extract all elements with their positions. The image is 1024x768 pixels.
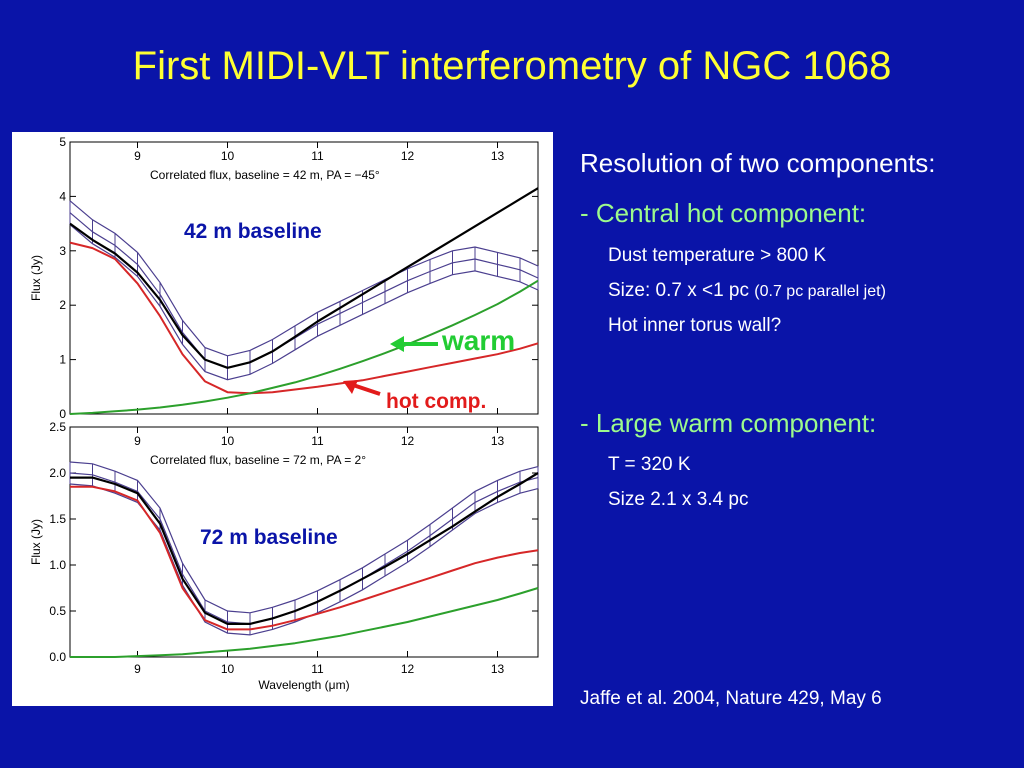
x-tick-label-bottom-72m-3: 12 — [401, 662, 415, 676]
y-tick-label-42m-0: 0 — [59, 407, 66, 421]
reference-citation: Jaffe et al. 2004, Nature 429, May 6 — [580, 688, 882, 709]
y-axis-title-72m: Flux (Jy) — [29, 519, 43, 565]
series-measured-42m — [69, 212, 539, 369]
x-tick-label-bottom-72m-0: 9 — [134, 662, 141, 676]
series-hot-42m — [69, 241, 539, 395]
series-measured-lower-72m — [69, 483, 539, 636]
x-tick-label-bottom-72m-4: 13 — [491, 662, 505, 676]
warm-item-size: Size 2.1 x 3.4 pc — [608, 489, 749, 511]
figure-panel: 9 10 11 12 13 0 1 2 3 4 5 Flux (Jy) Correlated flux,… — [12, 132, 553, 706]
x-tick-label-bottom-72m-2: 11 — [311, 662, 324, 676]
x-tick-label-top-42m-1: 10 — [221, 149, 235, 163]
plot-frame-42m — [69, 141, 539, 415]
plot-frame-72m — [69, 426, 539, 658]
y-tick-label-42m-5: 5 — [59, 135, 66, 149]
series-hot-72m — [70, 485, 539, 631]
series-measured-lower-42m — [69, 224, 539, 381]
x-tick-label-top-72m-4: 13 — [491, 434, 505, 448]
baseline-72-label: 72 m baseline — [200, 526, 338, 549]
y-tick-label-72m-3: 1.5 — [49, 512, 66, 526]
x-tick-label-bottom-72m-1: 10 — [221, 662, 235, 676]
hot-size-note: (0.7 pc parallel jet) — [754, 282, 886, 300]
x-tick-label-top-42m-4: 13 — [491, 149, 505, 163]
warm-label: warm — [441, 325, 515, 356]
y-tick-label-42m-3: 3 — [59, 244, 66, 258]
x-axis-title-72m: Wavelength (μm) — [258, 678, 349, 692]
series-measured-upper-72m — [69, 461, 539, 614]
y-tick-label-72m-5: 2.5 — [49, 420, 66, 434]
hot-arrow — [343, 380, 381, 396]
y-tick-label-42m-2: 2 — [59, 298, 66, 312]
series-model-42m — [69, 187, 539, 369]
warm-arrow — [390, 336, 438, 352]
series-measured-upper-42m — [69, 200, 539, 357]
panel-caption-72m: Correlated flux, baseline = 72 m, PA = 2… — [150, 453, 366, 467]
x-tick-label-top-72m-0: 9 — [134, 434, 141, 448]
x-tick-label-top-42m-3: 12 — [401, 149, 415, 163]
warm-component-heading: - Large warm component: — [580, 407, 877, 438]
series-warm-42m — [69, 279, 539, 415]
description-text: Resolution of two components: - Central … — [580, 145, 1010, 509]
x-tick-label-top-42m-0: 9 — [134, 149, 141, 163]
baseline-42-label: 42 m baseline — [184, 220, 322, 243]
warm-item-temperature: T = 320 K — [608, 454, 691, 476]
series-model-72m — [70, 472, 539, 625]
series-warm-72m — [70, 587, 539, 658]
chart-72m: 9 9 10 10 11 11 12 12 13 13 0.0 0.5 1.0 1.5 2.0 2.5 Flux… — [29, 420, 539, 692]
x-tick-label-top-42m-2: 11 — [311, 149, 324, 163]
resolution-heading: Resolution of two components: — [580, 148, 936, 178]
y-tick-label-72m-2: 1.0 — [49, 558, 66, 572]
x-tick-label-top-72m-3: 12 — [401, 434, 415, 448]
y-tick-label-42m-1: 1 — [59, 353, 66, 367]
hot-component-heading: - Central hot component: — [580, 198, 867, 229]
y-tick-label-72m-1: 0.5 — [49, 604, 66, 618]
hot-item-size: Size: 0.7 x <1 pc (0.7 pc parallel jet) — [580, 281, 1010, 300]
hot-size-text: Size: 0.7 x <1 pc — [608, 279, 749, 301]
slide-title: First MIDI-VLT interferometry of NGC 106… — [132, 44, 892, 88]
y-tick-label-42m-4: 4 — [59, 189, 66, 203]
hot-item-wall: Hot inner torus wall? — [608, 314, 782, 336]
y-tick-label-72m-4: 2.0 — [49, 466, 66, 480]
y-tick-label-72m-0: 0.0 — [49, 650, 66, 664]
panel-caption-42m: Correlated flux, baseline = 42 m, PA = −… — [150, 168, 380, 182]
x-tick-label-top-72m-1: 10 — [221, 434, 235, 448]
x-tick-label-top-72m-2: 11 — [311, 434, 324, 448]
hot-comp-label: hot comp. — [386, 390, 486, 413]
hot-item-temperature: Dust temperature > 800 K — [608, 244, 827, 266]
y-axis-title-42m: Flux (Jy) — [29, 255, 43, 301]
